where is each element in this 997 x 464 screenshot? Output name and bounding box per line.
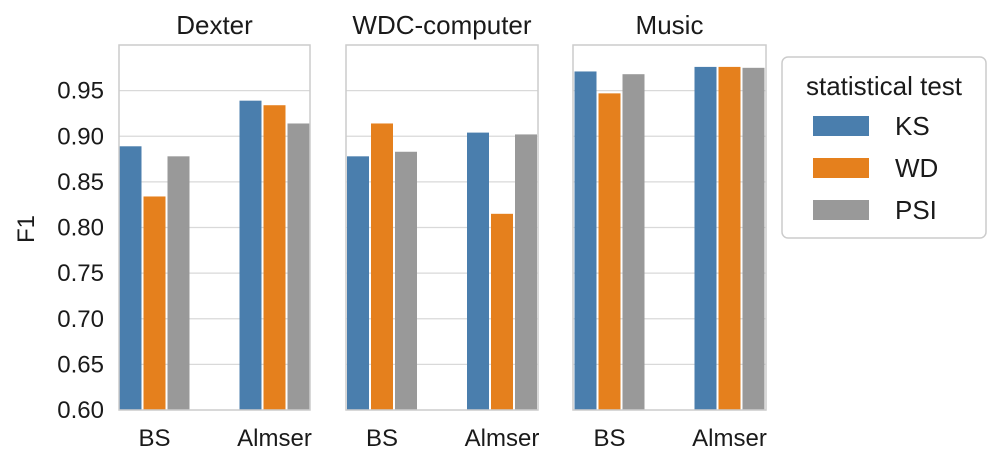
bar-music-bs-wd	[598, 93, 621, 411]
y-tick-label: 0.65	[57, 351, 104, 378]
x-tick-label: Almser	[465, 425, 540, 452]
bar-music-almser-wd	[718, 66, 741, 411]
panel-2: BS Almser Music	[572, 10, 767, 452]
x-tick-label: BS	[138, 425, 170, 452]
bar-music-bs-psi	[622, 74, 645, 410]
bar-dexter-bs-psi	[167, 156, 190, 410]
panel-1: BS Almser WDC-computer	[345, 10, 540, 452]
x-tick-label: BS	[366, 425, 398, 452]
legend-box	[781, 56, 987, 239]
legend-label-wd: WD	[895, 153, 938, 183]
bar-wdc-computer-bs-ks	[347, 156, 369, 410]
panel-frame	[118, 44, 311, 411]
y-tick-label: 0.60	[57, 397, 104, 424]
panel-title: WDC-computer	[352, 10, 531, 40]
panel-0: BS Almser Dexter	[118, 10, 312, 452]
bar-dexter-almser-psi	[287, 123, 310, 410]
y-axis-label: F1	[13, 215, 40, 243]
bar-music-almser-psi	[742, 67, 765, 410]
x-tick-label: BS	[593, 425, 625, 452]
y-tick-label: 0.70	[57, 306, 104, 333]
bar-music-bs-ks	[574, 71, 597, 411]
x-tick-label: Almser	[237, 425, 312, 452]
chart-panels: BS Almser Dexter BS Almser WDC-computer BS Alms…	[118, 10, 767, 452]
y-tick-label: 0.95	[57, 78, 104, 105]
legend: statistical test KS WD PSI	[781, 56, 987, 239]
legend-swatch-ks	[813, 116, 869, 136]
bar-dexter-bs-ks	[119, 146, 142, 410]
bar-dexter-almser-wd	[263, 105, 286, 410]
legend-label-psi: PSI	[895, 195, 937, 225]
bar-wdc-computer-almser-ks	[467, 132, 489, 410]
bar-dexter-almser-ks	[239, 100, 262, 410]
legend-label-ks: KS	[895, 111, 930, 141]
bar-dexter-bs-wd	[143, 196, 166, 410]
y-axis-ticks: 0.60 0.65 0.70 0.75 0.80 0.85 0.90 0.95	[57, 78, 104, 424]
bar-wdc-computer-almser-psi	[515, 134, 537, 411]
y-tick-label: 0.90	[57, 123, 104, 150]
bar-wdc-computer-almser-wd	[491, 213, 513, 410]
bar-music-almser-ks	[694, 66, 717, 411]
panel-frame	[345, 44, 539, 411]
y-tick-label: 0.75	[57, 260, 104, 287]
legend-swatch-wd	[813, 158, 869, 178]
y-tick-label: 0.80	[57, 215, 104, 242]
panel-title: Dexter	[176, 10, 253, 40]
legend-swatch-psi	[813, 200, 869, 220]
bar-wdc-computer-bs-psi	[395, 151, 417, 410]
panel-title: Music	[636, 10, 704, 40]
y-tick-label: 0.85	[57, 169, 104, 196]
panel-frame	[572, 44, 767, 411]
x-tick-label: Almser	[692, 425, 767, 452]
bar-wdc-computer-bs-wd	[371, 123, 393, 410]
legend-title: statistical test	[806, 71, 963, 101]
